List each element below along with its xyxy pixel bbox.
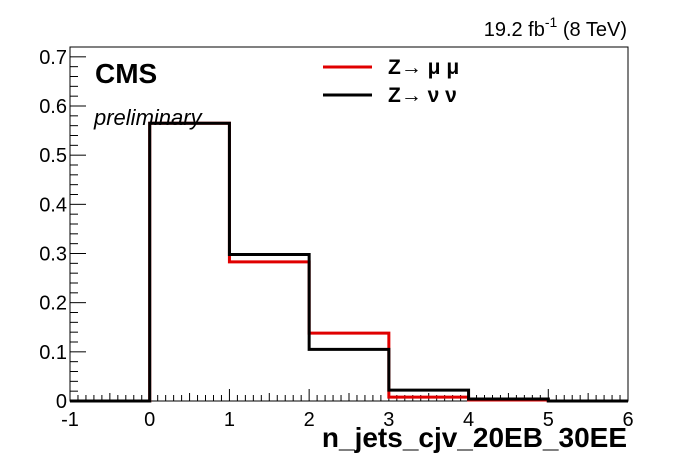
y-tick-label: 0 bbox=[56, 391, 67, 413]
histogram-zmumu bbox=[70, 121, 628, 403]
lumi-value: 19.2 fb bbox=[484, 19, 545, 41]
legend: Z→ μ μ Z→ ν ν bbox=[323, 56, 459, 107]
y-tick-label: 0.3 bbox=[39, 244, 67, 266]
y-tick-label: 0.1 bbox=[39, 342, 67, 364]
axis-ticks bbox=[69, 56, 629, 402]
lumi-exponent: -1 bbox=[545, 14, 558, 30]
tick-labels: -1 0 1 2 3 4 5 600.10.20.30.40.50.60.7 bbox=[39, 47, 633, 431]
lumi-energy: (8 TeV) bbox=[557, 19, 627, 41]
x-tick-label: 0 bbox=[144, 409, 155, 431]
legend-label-znunu: Z→ ν ν bbox=[388, 84, 457, 107]
x-tick-label: 2 bbox=[304, 409, 315, 431]
y-tick-label: 0.2 bbox=[39, 293, 67, 315]
experiment-label: CMS bbox=[95, 58, 157, 89]
legend-label-zmumu: Z→ μ μ bbox=[388, 56, 459, 79]
x-axis-label: n_jets_cjv_20EB_30EE bbox=[322, 422, 627, 453]
y-tick-label: 0.5 bbox=[39, 145, 67, 167]
histograms bbox=[70, 121, 628, 403]
y-tick-label: 0.4 bbox=[39, 194, 67, 216]
x-tick-label: 3 bbox=[383, 409, 394, 431]
x-tick-label: 6 bbox=[622, 409, 633, 431]
histogram-znunu bbox=[70, 121, 628, 403]
y-tick-label: 0.7 bbox=[39, 47, 67, 69]
x-tick-label: 5 bbox=[543, 409, 554, 431]
y-tick-label: 0.6 bbox=[39, 96, 67, 118]
luminosity-label: 19.2 fb-1 (8 TeV) bbox=[484, 14, 627, 41]
status-label: preliminary bbox=[93, 105, 204, 130]
x-tick-label: -1 bbox=[61, 409, 79, 431]
x-tick-label: 4 bbox=[463, 409, 474, 431]
x-tick-label: 1 bbox=[224, 409, 235, 431]
